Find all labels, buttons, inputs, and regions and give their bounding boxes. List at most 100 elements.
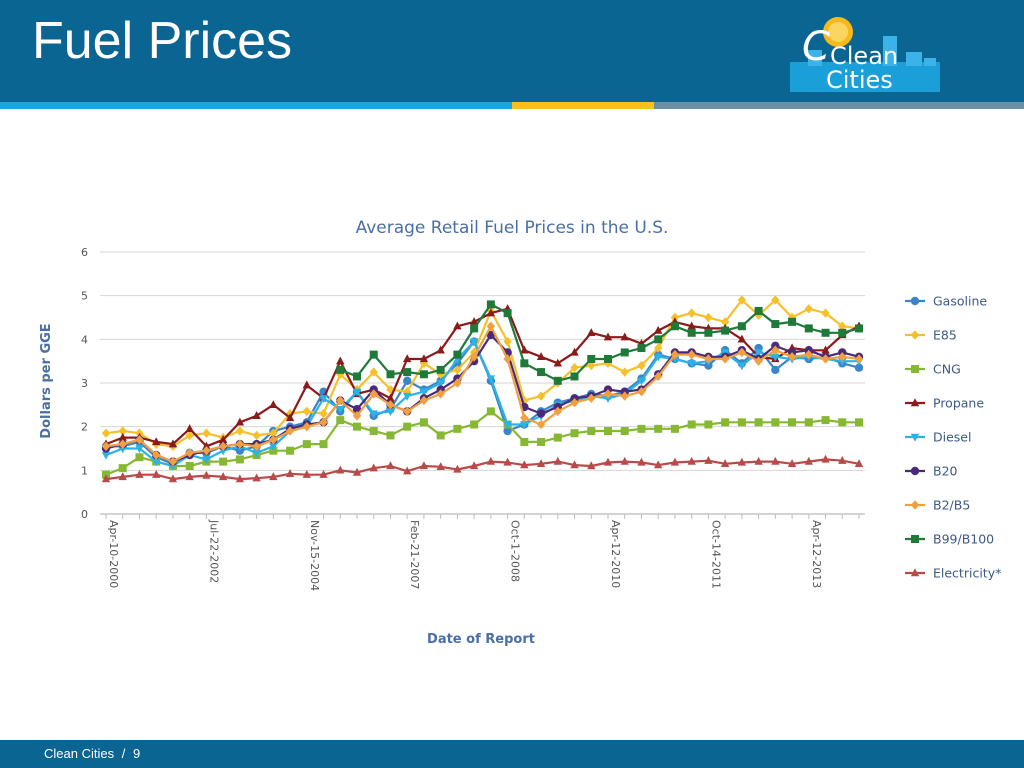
- legend-marker: [910, 568, 920, 577]
- svg-text:C: C: [802, 24, 830, 70]
- data-point: [536, 409, 546, 418]
- data-point: [319, 408, 328, 419]
- data-point: [637, 387, 646, 397]
- data-point: [101, 441, 111, 452]
- slide-header: Fuel Prices C Clean Cities: [0, 0, 1024, 102]
- legend-item: Propane: [905, 396, 984, 411]
- legend-label: Electricity*: [933, 566, 1001, 581]
- data-point: [336, 406, 345, 414]
- footer-text: Clean Cities / 9: [44, 746, 140, 761]
- data-point: [737, 457, 747, 466]
- data-point: [587, 393, 596, 403]
- data-point: [821, 354, 830, 364]
- data-point: [403, 376, 412, 386]
- data-point: [252, 430, 261, 441]
- data-point: [152, 458, 161, 467]
- legend-item: CNG: [905, 362, 961, 377]
- data-point: [503, 309, 512, 318]
- fuel-price-chart: Average Retail Fuel Prices in the U.S. 0…: [39, 218, 1001, 647]
- data-point: [654, 343, 663, 353]
- data-point: [821, 454, 830, 463]
- legend-marker: [910, 398, 920, 407]
- data-point: [587, 461, 596, 470]
- data-point: [469, 317, 479, 326]
- data-point: [654, 353, 663, 362]
- legend-marker: [911, 535, 919, 543]
- data-point: [570, 372, 579, 381]
- data-point: [419, 418, 428, 427]
- data-point: [386, 393, 395, 402]
- data-point: [620, 332, 629, 341]
- data-point: [620, 348, 629, 357]
- data-point: [771, 418, 780, 427]
- legend-item: B2/B5: [905, 498, 970, 513]
- data-point: [353, 422, 361, 431]
- data-point: [469, 461, 479, 470]
- data-point: [168, 456, 178, 467]
- data-point: [687, 360, 696, 369]
- data-point: [771, 353, 780, 362]
- data-point: [470, 324, 479, 333]
- data-point: [285, 413, 295, 422]
- data-point: [804, 349, 813, 360]
- data-point: [336, 416, 345, 425]
- data-point: [670, 322, 679, 331]
- data-point: [687, 308, 696, 318]
- data-point: [771, 295, 780, 305]
- legend-label: CNG: [933, 362, 961, 377]
- data-point: [536, 419, 546, 430]
- data-point: [604, 427, 612, 436]
- data-point: [536, 459, 546, 467]
- y-axis-label: Dollars per GGE: [39, 323, 54, 438]
- data-point: [570, 363, 579, 373]
- data-point: [336, 365, 345, 374]
- data-point: [603, 332, 613, 341]
- data-point: [386, 370, 395, 379]
- data-point: [135, 435, 144, 445]
- series-propane: [101, 304, 864, 450]
- data-point: [654, 460, 663, 469]
- series-b20: [101, 330, 864, 466]
- slide-title: Fuel Prices: [32, 12, 293, 70]
- data-point: [855, 418, 863, 427]
- data-point: [436, 365, 445, 374]
- data-point: [386, 461, 395, 470]
- data-point: [118, 472, 127, 481]
- data-point: [654, 325, 663, 334]
- data-point: [403, 392, 412, 401]
- data-point: [302, 440, 311, 449]
- chart-title: Average Retail Fuel Prices in the U.S.: [356, 218, 669, 238]
- legend-marker: [910, 500, 920, 510]
- legend-item: Electricity*: [905, 566, 1001, 581]
- data-point: [687, 420, 696, 429]
- data-point: [637, 424, 646, 433]
- data-point: [319, 395, 328, 403]
- data-point: [737, 334, 747, 343]
- data-point: [587, 360, 596, 371]
- data-point: [469, 352, 479, 362]
- header-stripe-yellow: [512, 102, 654, 109]
- data-point: [553, 456, 562, 465]
- data-point: [369, 350, 378, 359]
- data-point: [319, 440, 328, 449]
- series-line: [105, 340, 859, 468]
- data-point: [536, 352, 546, 360]
- data-point: [403, 368, 412, 377]
- data-point: [788, 317, 797, 326]
- data-point: [101, 428, 111, 438]
- data-point: [403, 466, 412, 475]
- data-point: [285, 426, 295, 436]
- series-line: [105, 298, 860, 448]
- data-point: [185, 461, 194, 470]
- data-point: [704, 312, 713, 323]
- legend-marker: [910, 433, 920, 442]
- data-point: [520, 421, 529, 430]
- data-point: [369, 410, 378, 419]
- y-tick-label-0: 0: [81, 508, 88, 521]
- data-point: [503, 457, 512, 466]
- data-point: [453, 350, 462, 359]
- data-point: [754, 356, 763, 366]
- data-point: [553, 376, 562, 385]
- data-point: [620, 427, 629, 436]
- clean-cities-logo: C Clean Cities: [790, 17, 940, 94]
